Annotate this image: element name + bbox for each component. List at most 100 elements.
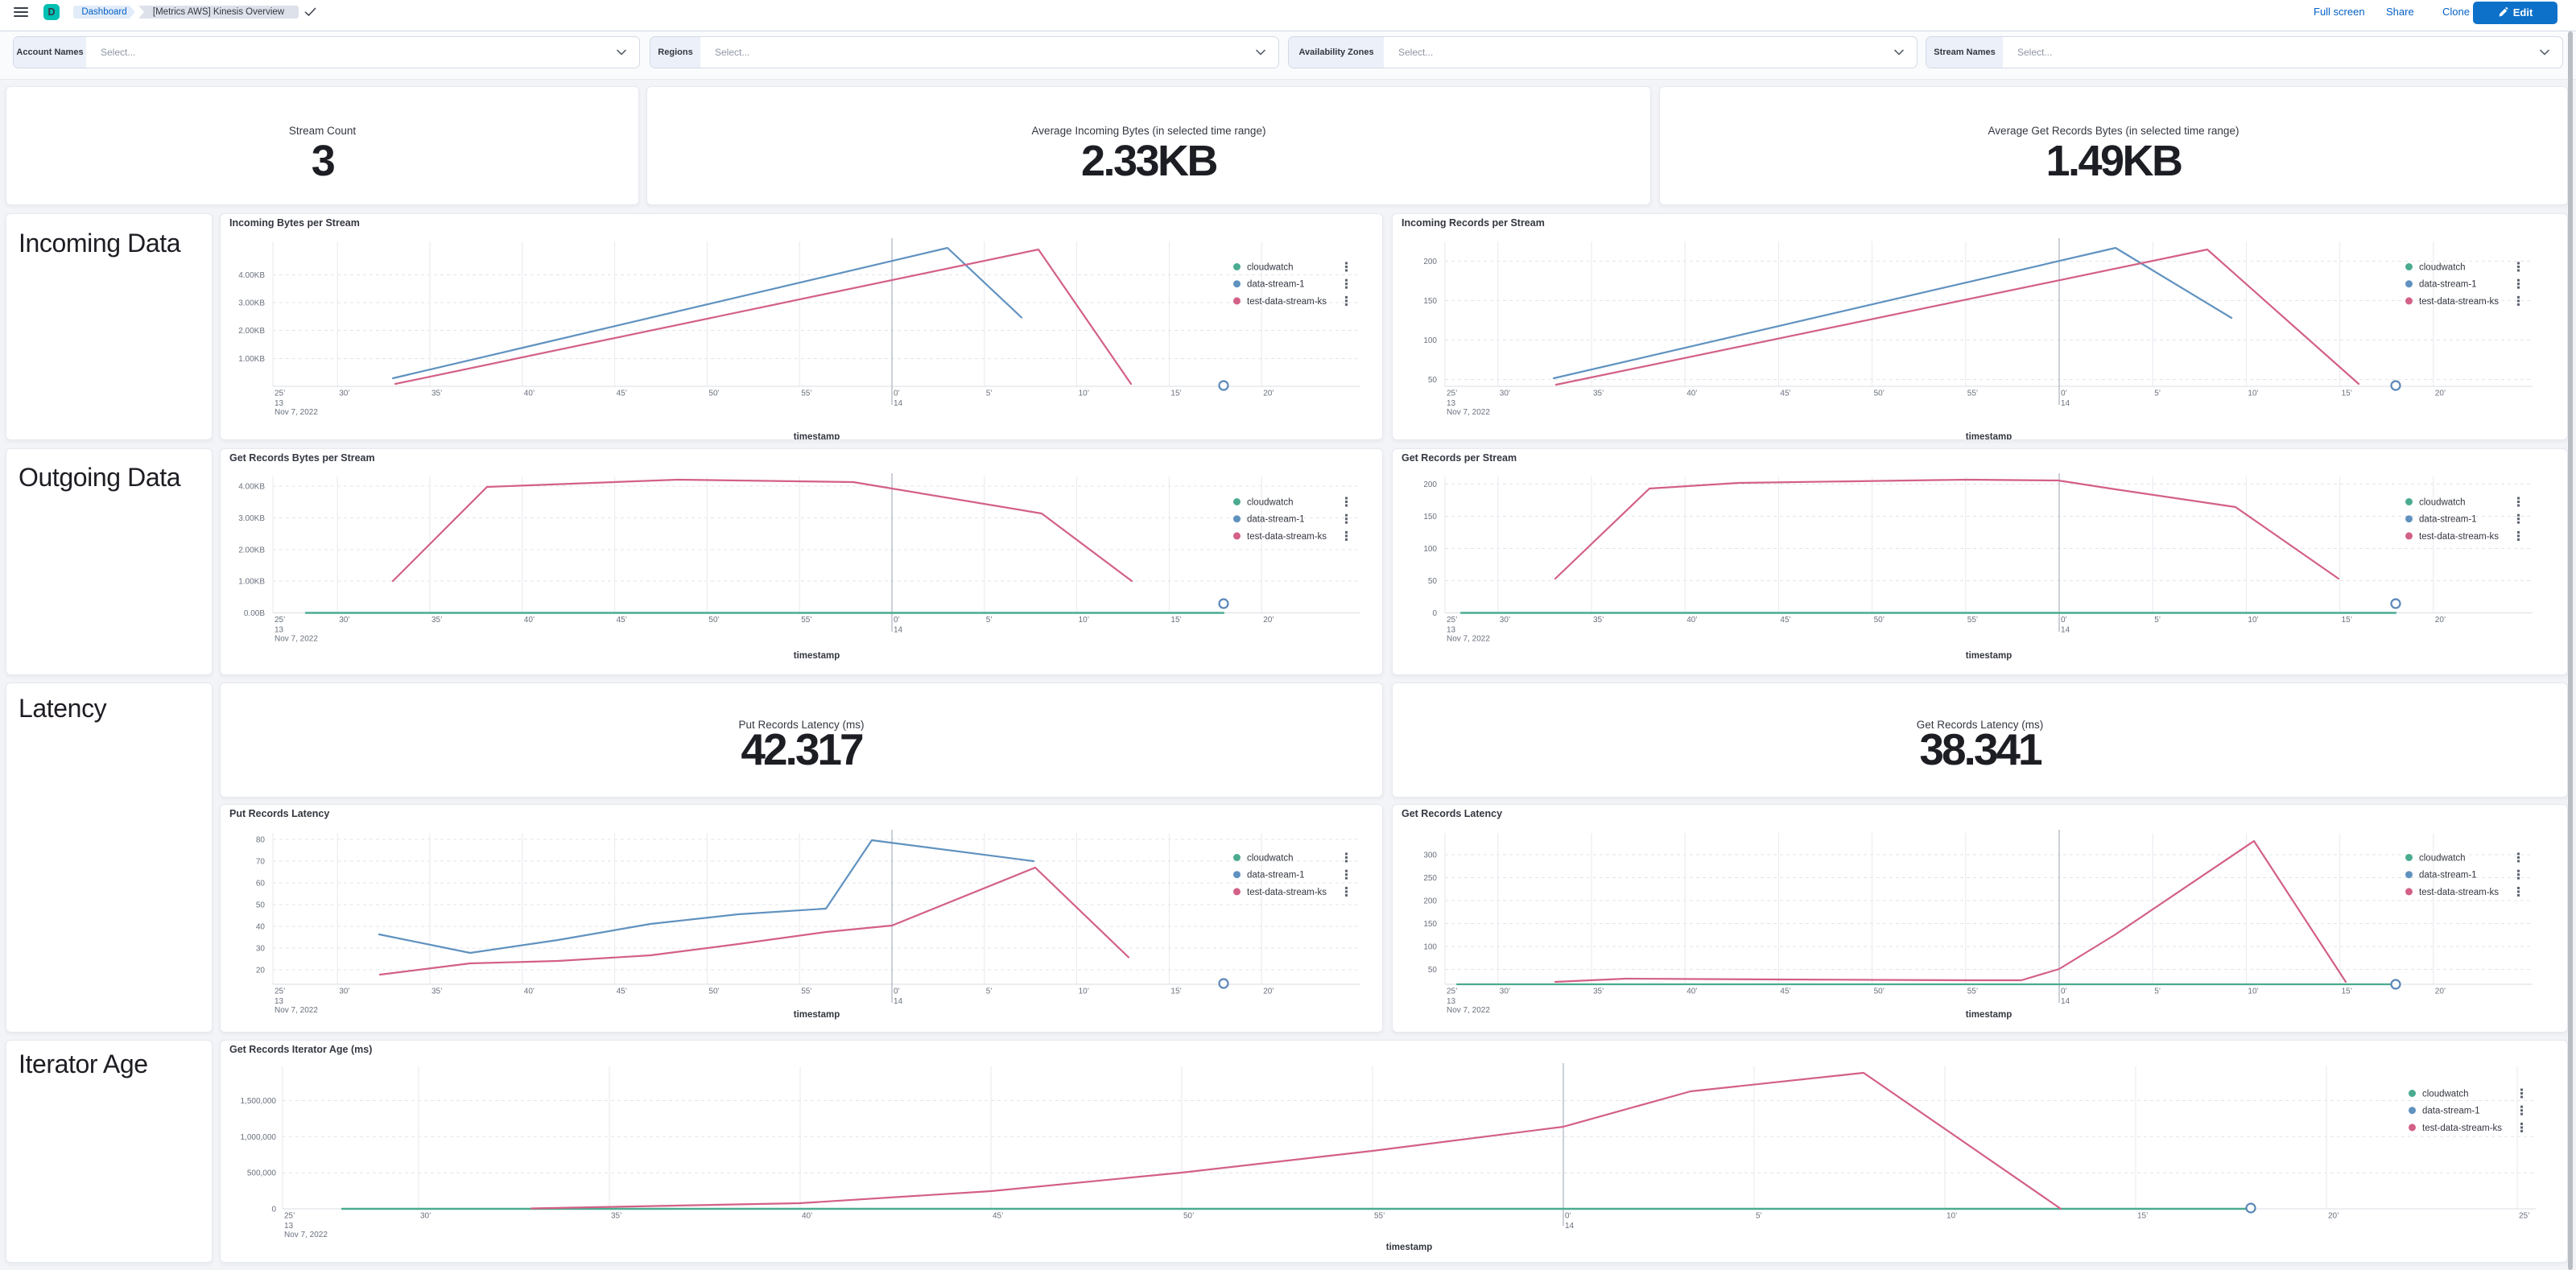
svg-text:45’: 45’ — [617, 988, 627, 996]
svg-text:30’: 30’ — [1500, 390, 1510, 398]
svg-text:35’: 35’ — [431, 390, 442, 398]
svg-text:Nov 7, 2022: Nov 7, 2022 — [284, 1231, 328, 1239]
svg-text:0’: 0’ — [2061, 988, 2067, 996]
svg-text:50’: 50’ — [1874, 390, 1885, 398]
svg-text:0’: 0’ — [894, 616, 900, 625]
svg-text:Put Records Latency: Put Records Latency — [229, 808, 329, 819]
svg-text:1.00KB: 1.00KB — [238, 578, 265, 587]
svg-text:45’: 45’ — [993, 1212, 1003, 1221]
svg-text:0.00B: 0.00B — [244, 609, 265, 618]
svg-text:35’: 35’ — [611, 1212, 621, 1221]
svg-text:13: 13 — [275, 626, 284, 635]
svg-text:50: 50 — [1428, 376, 1438, 385]
svg-text:5’: 5’ — [986, 616, 993, 625]
svg-text:30’: 30’ — [1500, 616, 1510, 625]
svg-text:45’: 45’ — [1780, 988, 1790, 996]
svg-text:timestamp: timestamp — [1966, 432, 2013, 439]
svg-text:150: 150 — [1423, 297, 1437, 306]
svg-text:14: 14 — [2061, 997, 2070, 1006]
svg-text:cloudwatch: cloudwatch — [2422, 1090, 2469, 1099]
svg-text:50’: 50’ — [708, 616, 719, 625]
svg-text:2.00KB: 2.00KB — [238, 546, 265, 555]
svg-text:15’: 15’ — [1170, 390, 1181, 398]
svg-text:test-data-stream-ks: test-data-stream-ks — [1247, 888, 1327, 897]
svg-text:14: 14 — [894, 626, 903, 635]
svg-text:50’: 50’ — [708, 988, 719, 996]
svg-text:Nov 7, 2022: Nov 7, 2022 — [275, 408, 318, 417]
svg-text:25’: 25’ — [2519, 1212, 2529, 1221]
svg-text:35’: 35’ — [1593, 616, 1604, 625]
svg-text:10’: 10’ — [1946, 1212, 1957, 1221]
svg-text:Nov 7, 2022: Nov 7, 2022 — [275, 1006, 318, 1015]
svg-text:20’: 20’ — [1263, 390, 1274, 398]
svg-text:timestamp: timestamp — [794, 651, 840, 661]
svg-text:13: 13 — [275, 997, 284, 1006]
svg-text:0’: 0’ — [894, 988, 900, 996]
svg-text:50’: 50’ — [1874, 616, 1885, 625]
svg-text:100: 100 — [1423, 943, 1437, 952]
svg-text:10’: 10’ — [1079, 988, 1089, 996]
svg-text:14: 14 — [894, 997, 903, 1006]
svg-text:3.00KB: 3.00KB — [238, 299, 265, 308]
svg-text:5’: 5’ — [2154, 616, 2161, 625]
svg-text:0: 0 — [271, 1206, 276, 1214]
svg-text:14: 14 — [2061, 399, 2070, 408]
svg-text:50’: 50’ — [1183, 1212, 1194, 1221]
svg-text:35’: 35’ — [431, 616, 442, 625]
svg-text:2.00KB: 2.00KB — [238, 327, 265, 336]
svg-text:10’: 10’ — [2248, 616, 2258, 625]
svg-text:data-stream-1: data-stream-1 — [2419, 515, 2477, 525]
svg-text:0’: 0’ — [2061, 616, 2067, 625]
svg-text:55’: 55’ — [1374, 1212, 1385, 1221]
svg-text:test-data-stream-ks: test-data-stream-ks — [2422, 1124, 2502, 1133]
svg-text:150: 150 — [1423, 513, 1437, 522]
svg-text:100: 100 — [1423, 336, 1437, 345]
svg-text:cloudwatch: cloudwatch — [1247, 263, 1294, 273]
svg-text:35’: 35’ — [431, 988, 442, 996]
svg-text:4.00KB: 4.00KB — [238, 483, 265, 492]
svg-text:40’: 40’ — [524, 616, 535, 625]
svg-text:5’: 5’ — [2154, 988, 2161, 996]
svg-text:15’: 15’ — [2342, 390, 2352, 398]
svg-text:timestamp: timestamp — [1966, 1010, 2013, 1020]
svg-text:test-data-stream-ks: test-data-stream-ks — [1247, 532, 1327, 542]
svg-text:25’: 25’ — [275, 988, 285, 996]
svg-text:10’: 10’ — [1079, 390, 1089, 398]
svg-text:45’: 45’ — [1780, 616, 1790, 625]
svg-text:Get Records per Stream: Get Records per Stream — [1402, 452, 1517, 464]
svg-text:data-stream-1: data-stream-1 — [2422, 1107, 2480, 1116]
svg-text:4.00KB: 4.00KB — [238, 271, 265, 280]
svg-text:0’: 0’ — [1565, 1212, 1571, 1221]
svg-text:14: 14 — [1565, 1222, 1575, 1231]
svg-text:20’: 20’ — [1263, 616, 1274, 625]
svg-text:test-data-stream-ks: test-data-stream-ks — [2419, 888, 2499, 897]
svg-text:5’: 5’ — [2154, 390, 2161, 398]
svg-text:45’: 45’ — [1780, 390, 1790, 398]
svg-text:200: 200 — [1423, 897, 1437, 906]
svg-text:cloudwatch: cloudwatch — [2419, 263, 2466, 273]
svg-text:55’: 55’ — [1967, 616, 1978, 625]
svg-text:80: 80 — [256, 836, 266, 845]
svg-text:100: 100 — [1423, 545, 1437, 554]
svg-text:55’: 55’ — [801, 616, 811, 625]
svg-text:test-data-stream-ks: test-data-stream-ks — [1247, 297, 1327, 307]
svg-text:25’: 25’ — [1447, 616, 1457, 625]
svg-text:data-stream-1: data-stream-1 — [2419, 871, 2477, 880]
svg-text:10’: 10’ — [2248, 988, 2258, 996]
svg-text:30: 30 — [256, 945, 266, 954]
svg-text:40’: 40’ — [1686, 988, 1697, 996]
svg-text:50’: 50’ — [708, 390, 719, 398]
svg-text:25’: 25’ — [1447, 390, 1457, 398]
svg-text:Nov 7, 2022: Nov 7, 2022 — [1447, 1006, 1490, 1015]
svg-text:40’: 40’ — [802, 1212, 812, 1221]
svg-text:Get Records Bytes per Stream: Get Records Bytes per Stream — [229, 452, 375, 464]
svg-text:40’: 40’ — [524, 988, 535, 996]
svg-text:50: 50 — [256, 901, 266, 910]
svg-text:20: 20 — [256, 967, 266, 975]
svg-text:250: 250 — [1423, 874, 1437, 883]
svg-text:3.00KB: 3.00KB — [238, 514, 265, 523]
svg-text:10’: 10’ — [2248, 390, 2258, 398]
svg-text:25’: 25’ — [1447, 988, 1457, 996]
svg-text:13: 13 — [284, 1222, 294, 1231]
svg-text:200: 200 — [1423, 258, 1437, 266]
